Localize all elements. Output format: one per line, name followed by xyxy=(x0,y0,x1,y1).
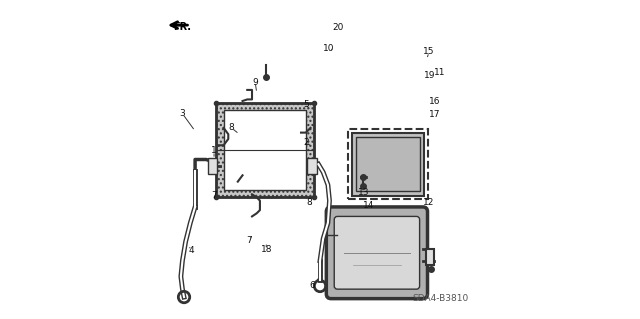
Bar xyxy=(348,130,428,199)
Text: SDA4-B3810: SDA4-B3810 xyxy=(412,294,468,303)
Text: 12: 12 xyxy=(424,198,435,207)
Bar xyxy=(223,110,306,189)
Text: 9: 9 xyxy=(252,78,258,86)
FancyBboxPatch shape xyxy=(326,207,428,299)
Bar xyxy=(307,158,317,174)
Bar xyxy=(216,103,314,197)
Text: 8: 8 xyxy=(306,198,312,207)
Text: 4: 4 xyxy=(188,246,194,255)
Bar xyxy=(208,158,217,174)
Text: 1: 1 xyxy=(211,146,217,155)
Text: 13: 13 xyxy=(358,188,369,197)
Text: 2: 2 xyxy=(303,137,308,147)
Text: FR.: FR. xyxy=(173,22,191,32)
FancyBboxPatch shape xyxy=(334,216,420,289)
Text: 14: 14 xyxy=(363,201,374,210)
Text: 5: 5 xyxy=(303,100,308,109)
Text: 11: 11 xyxy=(435,68,446,77)
Text: 19: 19 xyxy=(424,71,435,80)
Text: 17: 17 xyxy=(429,110,440,119)
Text: 15: 15 xyxy=(423,48,435,56)
Text: 18: 18 xyxy=(260,245,272,254)
Text: 3: 3 xyxy=(180,109,186,118)
Text: 7: 7 xyxy=(211,191,217,200)
Bar xyxy=(351,133,424,196)
Bar xyxy=(356,137,420,191)
Text: 16: 16 xyxy=(429,97,440,107)
Text: 20: 20 xyxy=(332,24,344,33)
Bar xyxy=(426,249,434,265)
Bar xyxy=(216,103,314,197)
Text: 8: 8 xyxy=(228,123,234,132)
Text: 7: 7 xyxy=(246,236,252,245)
Text: 6: 6 xyxy=(309,281,315,291)
Text: 10: 10 xyxy=(323,44,335,53)
